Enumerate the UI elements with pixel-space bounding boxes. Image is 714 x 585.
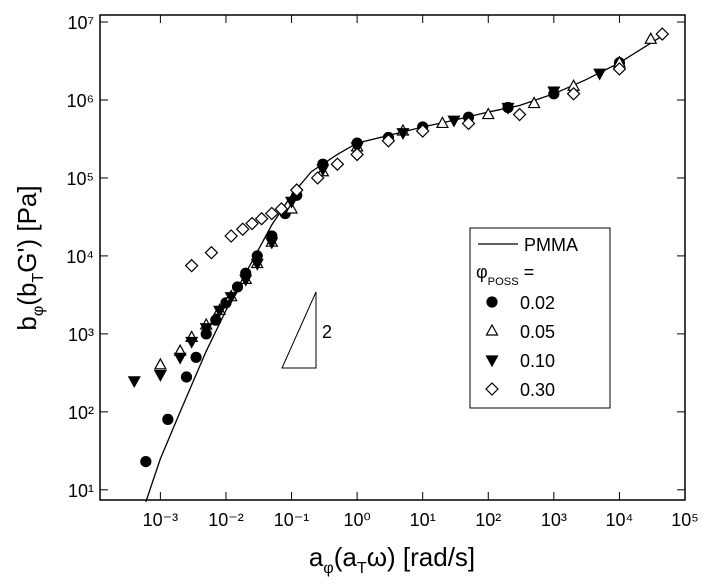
x-axis-title-sub: T [357,559,367,577]
point [612,62,627,76]
point [245,216,259,231]
legend-marker [485,382,499,396]
point [435,116,449,129]
point [180,371,193,383]
y-tick-label: 10⁴ [66,247,94,267]
x-tick-label: 10⁵ [671,510,698,530]
point [593,68,607,81]
point [381,133,396,148]
point [396,128,410,140]
point [512,107,527,122]
x-tick-label: 10⁻² [208,510,244,530]
legend-box [469,227,611,409]
x-axis-title-part: ω) [rad/s] [367,542,475,572]
legend-label: 0.05 [520,322,555,342]
point [310,171,325,185]
point [254,211,269,226]
point [162,413,174,425]
point [285,196,299,209]
y-tick-label: 10⁵ [67,169,94,189]
point [461,116,476,131]
x-axis-title-part: (a [334,542,358,572]
point [231,281,244,293]
point [264,206,279,221]
point [239,274,253,287]
point [566,86,581,101]
point [265,237,279,250]
x-tick-label: 10² [475,510,501,530]
legend-title-sub: POSS [488,276,519,288]
y-axis-title-sub: φ [29,306,47,316]
legend-marker [485,323,499,336]
y-axis-title-part: b [12,316,42,330]
legend-title-part: φ [476,262,488,282]
point [127,376,141,389]
point [527,96,541,109]
point [547,86,561,99]
point [330,157,345,172]
legend-title-part: = [519,262,535,282]
point [224,229,239,243]
x-tick-label: 10⁻³ [143,510,179,530]
y-axis-title-sub: T [29,273,47,283]
point [250,258,264,271]
point [274,202,289,216]
point [190,351,202,363]
point [415,124,430,138]
point [447,115,461,128]
slope-triangle [281,291,317,369]
point [235,222,250,237]
point [153,357,167,370]
point [140,456,152,468]
legend-label: 0.02 [520,293,555,313]
point [501,102,515,115]
x-tick-label: 10⁴ [606,510,634,530]
y-tick-label: 10⁶ [67,91,94,111]
point [655,27,670,41]
point [184,258,199,273]
legend-marker [486,296,498,308]
y-axis-title-part: (b [12,283,42,306]
x-tick-label: 10¹ [410,510,436,530]
x-axis-title-sub: φ [323,559,333,577]
legend-title: φPOSS = [476,262,534,288]
point [173,352,187,365]
point [289,183,304,197]
point [153,370,167,382]
point [316,164,330,177]
point [224,292,238,304]
plot-frame [99,14,686,501]
legend-label: 0.30 [520,380,555,400]
point [185,336,199,349]
legend-label: 0.10 [520,351,555,371]
point [481,107,495,120]
slope-label: 2 [322,322,332,342]
point [644,32,658,44]
point [199,323,213,335]
y-tick-label: 10⁷ [67,13,94,33]
x-axis-title-part: a [309,542,324,572]
legend-label: PMMA [524,235,578,255]
model-line [145,33,666,503]
point [204,245,219,260]
y-axis-title-part: G') [Pa] [12,185,42,272]
legend-marker [485,355,499,368]
point [210,314,222,326]
x-axis-title: aφ(aTω) [rad/s] [309,542,475,577]
x-tick-label: 10⁻¹ [274,510,310,530]
y-tick-label: 10¹ [68,481,94,501]
y-tick-label: 10² [68,403,94,423]
point [213,305,227,318]
point [350,147,364,162]
x-tick-label: 10³ [541,510,567,530]
y-tick-label: 10³ [68,325,94,345]
x-tick-label: 10⁰ [343,510,370,530]
y-axis-title: bφ(bTG') [Pa] [12,185,47,330]
